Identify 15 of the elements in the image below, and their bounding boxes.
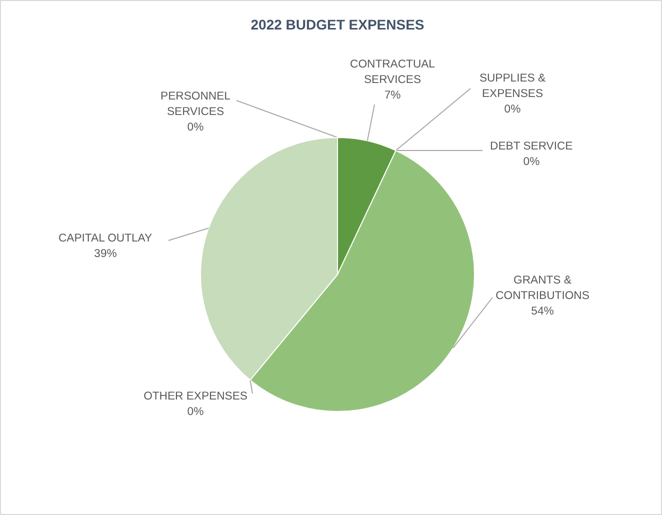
- data-label: 7%: [384, 90, 401, 102]
- category-label: SUPPLIES & EXPENSES: [479, 72, 546, 100]
- data-label: 39%: [94, 248, 117, 260]
- category-label: OTHER EXPENSES: [144, 390, 248, 402]
- slice-label: CAPITAL OUTLAY: [58, 232, 153, 244]
- category-label: DEBT SERVICE: [490, 140, 573, 152]
- slice-label: CONTRACTUAL SERVICES: [350, 58, 435, 86]
- text: 0%: [523, 156, 540, 168]
- data-label: 54%: [531, 306, 554, 318]
- text: 0%: [504, 104, 521, 116]
- slice-label: GRANTS & CONTRIBUTIONS: [496, 274, 590, 302]
- chart-title: 2022 BUDGET EXPENSES: [250, 16, 424, 32]
- text: 0%: [187, 122, 204, 134]
- text: 0%: [187, 406, 204, 418]
- category-label: PERSONNEL SERVICES: [160, 90, 230, 118]
